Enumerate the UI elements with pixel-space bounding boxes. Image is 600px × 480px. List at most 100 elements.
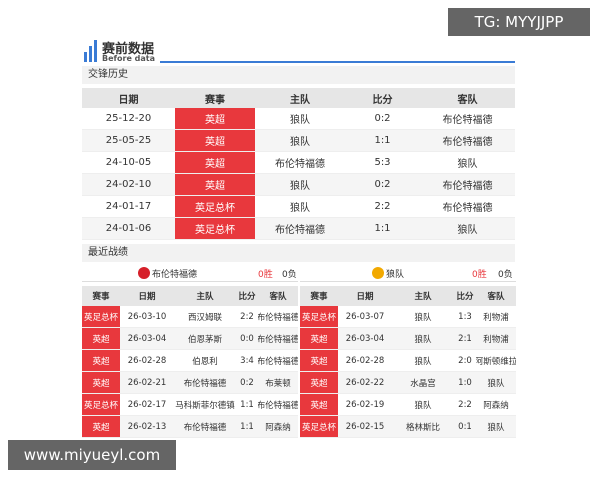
table-cell: 2:2 [458, 399, 472, 410]
table-cell: 2:1 [458, 333, 472, 344]
table-cell: 布莱顿 [265, 378, 291, 389]
table-cell: 狼队 [290, 115, 310, 126]
table-cell: 狼队 [290, 181, 310, 192]
watermark: www.miyueyl.com [8, 440, 176, 470]
table-row: 24-02-10 英超 狼队 0:2 布伦特福德 [82, 174, 515, 196]
table-cell: 26-02-15 [345, 421, 385, 432]
table-cell: 狼队 [414, 312, 432, 323]
table-cell: 0:2 [374, 113, 391, 124]
section-title: 最近战绩 [82, 244, 515, 262]
table-cell: 英足总杯 [175, 218, 255, 239]
table-cell: 26-02-21 [127, 377, 167, 388]
table-row: 英足总杯 26-02-17 马科斯菲尔德镇 1:1 布伦特福德 [82, 394, 298, 416]
table-cell: 英超 [82, 350, 120, 371]
table-cell: 5:3 [374, 157, 391, 168]
table-row: 英足总杯 26-03-10 西汉姆联 2:2 布伦特福德 [82, 306, 298, 328]
table-cell: 布伦特福德 [258, 400, 298, 411]
table-cell: 布伦特福德 [442, 115, 493, 126]
table-cell: 0:2 [240, 377, 254, 388]
column-header: 客队 [457, 94, 478, 106]
table-cell: 26-03-04 [345, 333, 385, 344]
table-row: 英足总杯 26-02-15 格林斯比 0:1 狼队 [300, 416, 516, 438]
table-cell: 1:3 [458, 311, 472, 322]
team-name: 布伦特福德 [152, 270, 198, 280]
table-cell: 狼队 [457, 159, 478, 170]
table-cell: 1:1 [240, 399, 254, 410]
table-cell: 西汉姆联 [187, 312, 222, 323]
losses: 0负 [498, 270, 513, 280]
table-cell: 英足总杯 [82, 306, 120, 327]
table-cell: 布伦特福德 [275, 225, 325, 236]
watermark: TG: MYYJJPP [448, 8, 590, 36]
table-cell: 狼队 [414, 400, 432, 411]
table-cell: 英超 [300, 372, 338, 393]
table-cell: 布伦特福德 [275, 159, 325, 170]
table-cell: 26-03-04 [127, 333, 167, 344]
table-cell: 24-02-10 [105, 179, 152, 190]
column-header: 赛事 [310, 292, 328, 302]
table-cell: 24-01-17 [105, 201, 152, 212]
team-logo [372, 267, 384, 279]
column-header: 赛事 [92, 292, 110, 302]
table-cell: 2:2 [240, 311, 254, 322]
team-logo [138, 267, 150, 279]
table-cell: 1:0 [458, 377, 472, 388]
table-cell: 26-02-28 [127, 355, 167, 366]
table-cell: 英超 [175, 130, 255, 151]
table-cell: 狼队 [487, 378, 505, 389]
column-header: 日期 [356, 292, 374, 302]
table-cell: 24-10-05 [105, 157, 152, 168]
table-header: 赛事 日期 主队 比分 客队 [82, 286, 298, 306]
table-cell: 英足总杯 [82, 394, 120, 415]
column-header: 比分 [238, 292, 256, 302]
table-cell: 布伦特福德 [258, 356, 298, 367]
table-cell: 英足总杯 [300, 416, 338, 437]
table-cell: 英超 [82, 416, 120, 437]
table-row: 英超 26-02-19 狼队 2:2 阿森纳 [300, 394, 516, 416]
column-header: 主队 [290, 94, 310, 106]
table-cell: 2:2 [374, 201, 391, 212]
table-cell: 26-02-22 [345, 377, 385, 388]
table-row: 24-01-06 英足总杯 布伦特福德 1:1 狼队 [82, 218, 515, 240]
table-cell: 伯恩利 [192, 356, 218, 367]
table-cell: 0:2 [374, 179, 391, 190]
logo-icon [84, 40, 97, 62]
table-row: 英超 26-02-21 布伦特福德 0:2 布莱顿 [82, 372, 298, 394]
column-header: 日期 [118, 94, 139, 106]
table-cell: 利物浦 [483, 334, 509, 345]
table-row: 英超 26-02-28 狼队 2:0 阿斯顿维拉 [300, 350, 516, 372]
table-cell: 阿森纳 [265, 422, 291, 433]
table-cell: 阿森纳 [483, 400, 509, 411]
wins: 0胜 [258, 270, 273, 280]
table-cell: 利物浦 [483, 312, 509, 323]
table-cell: 狼队 [487, 422, 505, 433]
table-cell: 狼队 [414, 356, 432, 367]
column-header: 主队 [196, 292, 214, 302]
table-row: 英足总杯 26-03-07 狼队 1:3 利物浦 [300, 306, 516, 328]
team-bar: 布伦特福德 0胜 0负 [82, 264, 298, 282]
table-row: 英超 26-02-22 水晶宫 1:0 狼队 [300, 372, 516, 394]
table-cell: 狼队 [290, 137, 310, 148]
table-cell: 马科斯菲尔德镇 [175, 400, 235, 411]
table-cell: 1:1 [374, 135, 391, 146]
table-cell: 布伦特福德 [183, 422, 227, 433]
team-bar: 狼队 0胜 0负 [300, 264, 516, 282]
table-cell: 英超 [82, 372, 120, 393]
table-cell: 26-02-19 [345, 399, 385, 410]
table-cell: 布伦特福德 [442, 137, 493, 148]
table-cell: 布伦特福德 [183, 378, 227, 389]
table-cell: 布伦特福德 [442, 203, 493, 214]
table-cell: 水晶宫 [410, 378, 436, 389]
column-header: 客队 [487, 292, 505, 302]
table-cell: 英超 [300, 328, 338, 349]
divider [160, 61, 515, 63]
table-cell: 英超 [82, 328, 120, 349]
table-cell: 狼队 [290, 203, 310, 214]
table-cell: 英足总杯 [300, 306, 338, 327]
column-header: 比分 [372, 94, 393, 106]
table-cell: 英超 [300, 394, 338, 415]
table-row: 24-10-05 英超 布伦特福德 5:3 狼队 [82, 152, 515, 174]
column-header: 比分 [456, 292, 474, 302]
table-cell: 26-03-10 [127, 311, 167, 322]
